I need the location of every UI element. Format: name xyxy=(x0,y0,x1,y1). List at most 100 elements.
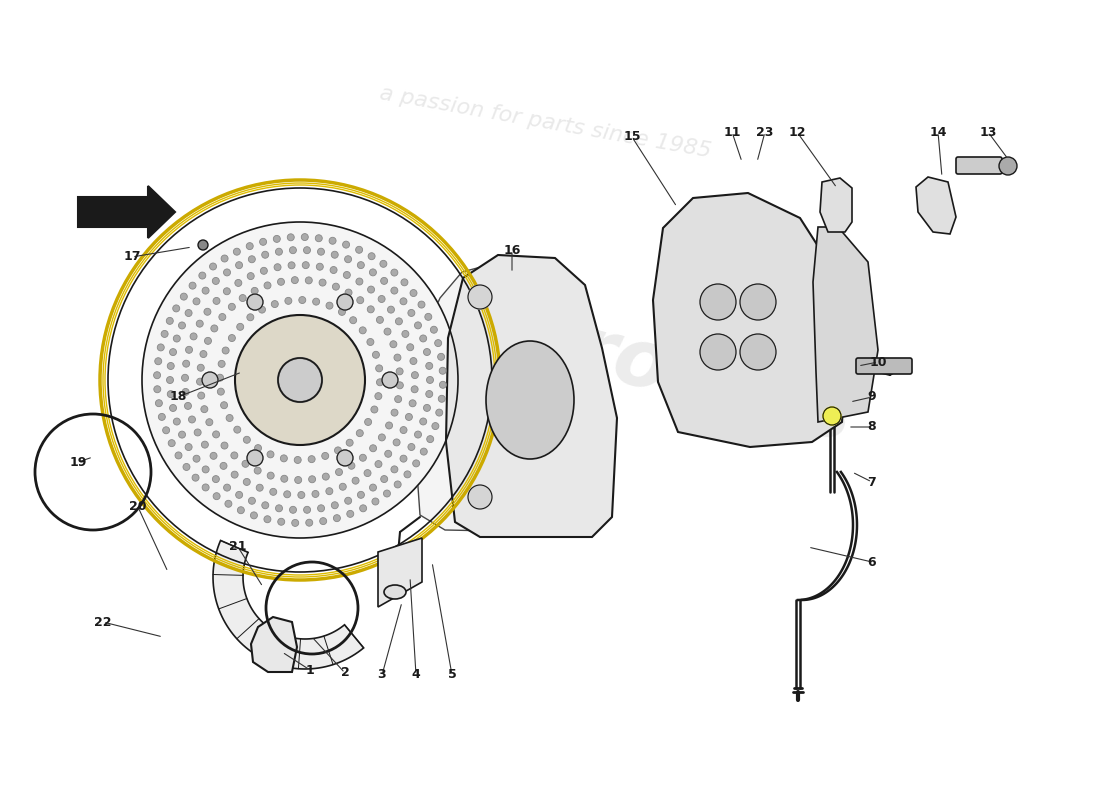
Circle shape xyxy=(408,443,415,450)
Circle shape xyxy=(358,262,364,269)
Circle shape xyxy=(438,354,444,360)
Text: eurocars: eurocars xyxy=(459,281,861,459)
Circle shape xyxy=(249,498,255,504)
Circle shape xyxy=(223,269,231,276)
Circle shape xyxy=(256,484,263,491)
Circle shape xyxy=(334,447,341,454)
Circle shape xyxy=(395,396,402,402)
Circle shape xyxy=(393,439,400,446)
Circle shape xyxy=(201,441,208,448)
Circle shape xyxy=(234,279,242,286)
Circle shape xyxy=(410,290,417,297)
Circle shape xyxy=(339,308,345,315)
Circle shape xyxy=(234,426,241,433)
Circle shape xyxy=(375,393,382,400)
Circle shape xyxy=(231,471,239,478)
Circle shape xyxy=(394,481,402,488)
Circle shape xyxy=(175,452,182,459)
Circle shape xyxy=(180,293,187,300)
Circle shape xyxy=(382,372,398,388)
Circle shape xyxy=(192,298,200,305)
Circle shape xyxy=(229,303,235,310)
Circle shape xyxy=(412,460,420,467)
Circle shape xyxy=(185,310,192,317)
Text: 17: 17 xyxy=(123,250,141,263)
Circle shape xyxy=(235,262,243,269)
Circle shape xyxy=(318,505,324,512)
Circle shape xyxy=(267,472,274,479)
Circle shape xyxy=(178,322,186,329)
Circle shape xyxy=(355,246,363,254)
Circle shape xyxy=(223,288,230,294)
Circle shape xyxy=(331,502,339,509)
Circle shape xyxy=(209,263,217,270)
Circle shape xyxy=(396,368,403,375)
Circle shape xyxy=(190,333,197,340)
Circle shape xyxy=(157,344,164,351)
Circle shape xyxy=(356,278,363,285)
Circle shape xyxy=(402,330,409,338)
Circle shape xyxy=(318,248,324,255)
Circle shape xyxy=(298,491,305,498)
Text: 10: 10 xyxy=(869,355,887,369)
Circle shape xyxy=(400,455,407,462)
Text: 13: 13 xyxy=(979,126,997,138)
Circle shape xyxy=(326,302,333,309)
Circle shape xyxy=(400,298,407,305)
Circle shape xyxy=(292,277,298,284)
Circle shape xyxy=(197,378,204,385)
Circle shape xyxy=(287,234,295,241)
Circle shape xyxy=(292,519,299,526)
Circle shape xyxy=(163,426,169,434)
Circle shape xyxy=(439,367,447,374)
Circle shape xyxy=(330,266,337,274)
Circle shape xyxy=(411,372,418,378)
Circle shape xyxy=(270,488,277,495)
Circle shape xyxy=(309,476,316,482)
Circle shape xyxy=(299,297,306,303)
Circle shape xyxy=(375,461,382,467)
Circle shape xyxy=(367,338,374,346)
Circle shape xyxy=(390,409,398,416)
Circle shape xyxy=(381,278,387,284)
Circle shape xyxy=(272,301,278,307)
Circle shape xyxy=(381,475,387,482)
Circle shape xyxy=(196,320,204,327)
Circle shape xyxy=(360,454,366,462)
Circle shape xyxy=(278,358,322,402)
Circle shape xyxy=(183,463,190,470)
Circle shape xyxy=(389,341,397,348)
Text: 12: 12 xyxy=(789,126,805,138)
Text: 5: 5 xyxy=(448,669,456,682)
Circle shape xyxy=(202,372,218,388)
Circle shape xyxy=(346,510,354,518)
Circle shape xyxy=(312,298,320,305)
Polygon shape xyxy=(378,538,422,607)
Circle shape xyxy=(376,316,384,323)
Circle shape xyxy=(322,473,329,480)
Circle shape xyxy=(285,298,292,304)
Circle shape xyxy=(343,271,350,278)
Circle shape xyxy=(427,436,433,442)
Circle shape xyxy=(295,477,301,483)
Circle shape xyxy=(468,285,492,309)
Circle shape xyxy=(317,263,323,270)
Circle shape xyxy=(348,462,355,470)
Circle shape xyxy=(168,440,175,446)
Circle shape xyxy=(274,264,282,270)
Circle shape xyxy=(185,402,191,410)
Circle shape xyxy=(166,318,174,324)
Text: 23: 23 xyxy=(757,126,773,138)
Circle shape xyxy=(277,278,285,286)
Circle shape xyxy=(224,500,232,507)
Circle shape xyxy=(346,439,353,446)
Circle shape xyxy=(235,491,243,498)
Circle shape xyxy=(468,485,492,509)
Circle shape xyxy=(183,389,189,395)
Circle shape xyxy=(217,374,223,382)
Circle shape xyxy=(212,476,219,482)
Circle shape xyxy=(154,386,161,393)
Circle shape xyxy=(206,418,212,426)
Circle shape xyxy=(238,506,244,514)
Circle shape xyxy=(367,286,374,293)
